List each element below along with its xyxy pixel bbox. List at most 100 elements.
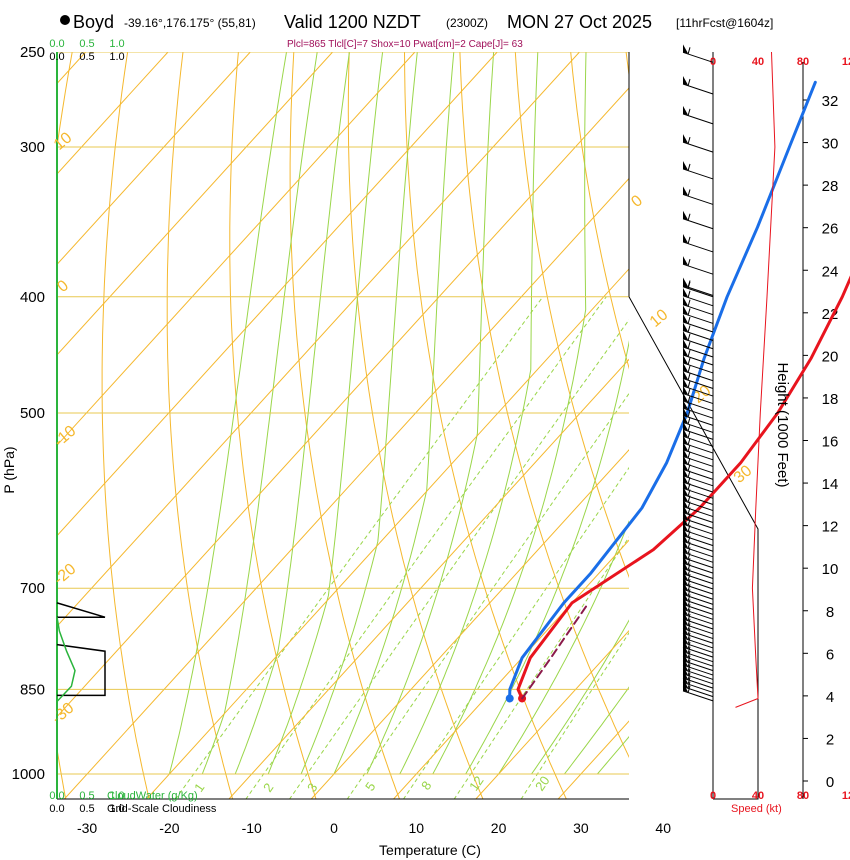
wind-speed-tick-label: 80 [797, 56, 809, 68]
wind-barb [682, 385, 714, 405]
mixing-ratio-label: 8 [418, 778, 434, 793]
moist-adiabat-line [630, 52, 850, 774]
x-tick-label: -30 [77, 820, 97, 836]
pressure-tick-label: 700 [20, 580, 45, 597]
wind-barb [682, 435, 714, 454]
isotherm-label: 10 [647, 306, 672, 331]
parameter-line: Plcl=865 Tlcl[C]=7 Shox=10 Pwat[cm]=2 Ca… [287, 39, 523, 50]
wind-barb [682, 392, 714, 412]
pressure-tick-label: 500 [20, 405, 45, 422]
mixing-ratio-line [174, 296, 544, 799]
wind-barb [682, 347, 714, 366]
wind-speed-tick-label: 40 [752, 790, 764, 802]
isotherm-label: -30 [49, 700, 78, 728]
wind-barb [682, 544, 714, 563]
wind-barb [682, 527, 714, 547]
wind-barb [682, 480, 714, 499]
isotherm-label: 30 [731, 462, 756, 487]
dry-adiabat-line [514, 52, 629, 579]
isotherm-line [640, 52, 850, 799]
height-tick-label: 18 [822, 391, 839, 408]
height-tick-label: 20 [822, 348, 839, 365]
wind-barb [682, 625, 714, 644]
plot-grid [57, 52, 850, 799]
wind-barb [682, 549, 714, 569]
mixing-ratio-line [402, 466, 629, 799]
wind-barb [682, 606, 714, 625]
wind-barb [682, 570, 714, 590]
wind-speed-tick-label: 0 [710, 790, 716, 802]
x-tick-label: 0 [330, 820, 338, 836]
isotherm-line [57, 52, 498, 537]
plot-marks: -30 -20 -10 0 10 20 30 402503004005007008501000… [12, 38, 850, 836]
height-tick-label: 26 [822, 221, 839, 238]
wind-barb [682, 400, 714, 419]
hodograph-boundary-line [628, 296, 759, 800]
dewpoint-surface-point [505, 694, 514, 703]
cloudwater-tick-label: 1.0 [109, 38, 124, 50]
pressure-tick-label: 300 [20, 139, 45, 156]
height-tick-label: 30 [822, 136, 839, 153]
y-axis-title: P (hPa) [1, 446, 17, 493]
dewpoint-profile-line [508, 80, 817, 700]
moist-adiabat-line [201, 52, 318, 775]
isotherm-line [57, 87, 629, 718]
isotherm-line [310, 449, 629, 799]
station-dot-icon [60, 15, 70, 25]
x-tick-label: -20 [159, 820, 179, 836]
isotherm-label: -10 [51, 423, 80, 451]
wind-barb [682, 322, 714, 341]
wind-barb [682, 620, 714, 640]
wind-speed-tick-label: 12 [842, 56, 850, 68]
dry-adiabat-line [459, 52, 629, 759]
wind-barb [682, 639, 714, 658]
cloudiness-tick-label: 1.0 [109, 803, 124, 815]
wind-barb [682, 134, 714, 153]
cloudwater-legend: CloudWater (g/Kg) [107, 790, 198, 802]
wind-barb [682, 486, 714, 505]
height-tick-label: 6 [826, 646, 834, 663]
mixing-ratio-label: 5 [362, 779, 378, 794]
dry-adiabat-line [403, 52, 567, 799]
wind-barb [682, 643, 714, 663]
cloudwater-line [56, 617, 76, 774]
wind-barb [682, 498, 714, 518]
station-location: -39.16°,176.175° (55,81) [124, 16, 256, 30]
mixing-ratio-label: 3 [304, 780, 320, 795]
wind-barb [682, 76, 714, 95]
wind-barb [682, 581, 714, 600]
valid-time: Valid 1200 NZDT [284, 12, 421, 32]
cloudwater-tick-label: 0.5 [79, 790, 94, 802]
wind-barb [682, 555, 714, 574]
wind-barb [682, 448, 714, 467]
wind-barb [682, 210, 714, 230]
wind-barb [682, 504, 714, 523]
wind-barb [682, 516, 714, 535]
dry-adiabat-line [625, 52, 629, 79]
wind-barb [682, 44, 714, 63]
mixing-ratio-line [288, 318, 629, 799]
height-tick-label: 12 [822, 519, 839, 536]
wind-speed-tick-label: 40 [752, 56, 764, 68]
cloudiness-line [56, 602, 106, 618]
wind-barb [682, 277, 714, 296]
wind-barb [682, 278, 714, 298]
wind-barb [682, 591, 714, 610]
dry-adiabat-line [166, 52, 234, 799]
x-tick-label: 40 [655, 820, 671, 836]
isotherm-line [475, 629, 629, 799]
station-name: Boyd [73, 12, 114, 32]
isotherm-line [57, 52, 580, 627]
wind-barb [682, 256, 714, 275]
mixing-ratio-label: 2 [260, 780, 276, 795]
mixing-ratio-line [245, 296, 607, 799]
cloudwater-tick-label: 0.5 [79, 38, 94, 50]
moist-adiabat-line [333, 52, 455, 775]
isotherm-line [145, 268, 629, 799]
height-tick-label: 10 [822, 561, 839, 578]
wind-speed-tick-label: 12 [842, 790, 850, 802]
wind-speed-legend: Speed (kt) [731, 803, 782, 815]
cloudiness-tick-label: 0.5 [79, 51, 94, 63]
wind-barb [682, 615, 714, 635]
